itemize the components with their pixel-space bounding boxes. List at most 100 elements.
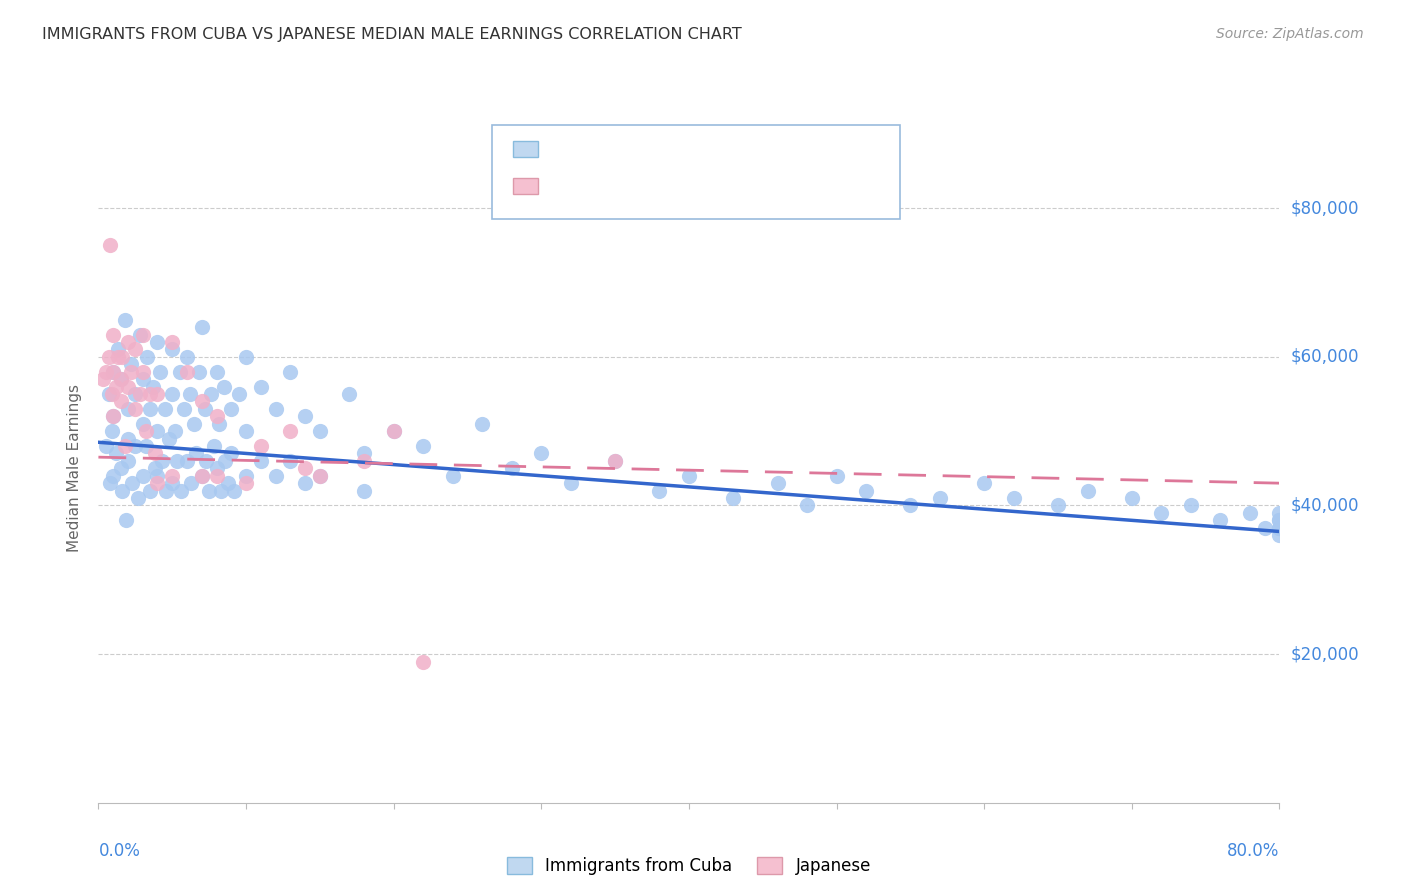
- Point: [278, 454, 302, 468]
- Point: [278, 424, 302, 438]
- Point: [294, 476, 316, 491]
- Point: [180, 476, 202, 491]
- Point: [1268, 513, 1291, 527]
- Point: [97, 387, 120, 401]
- Point: [176, 365, 198, 379]
- Point: [146, 476, 169, 491]
- Point: [678, 468, 700, 483]
- Point: [205, 365, 228, 379]
- Point: [110, 461, 132, 475]
- Point: [1239, 506, 1261, 520]
- Point: [766, 476, 789, 491]
- Point: [202, 439, 225, 453]
- Point: [162, 476, 183, 491]
- Point: [855, 483, 877, 498]
- Point: [224, 483, 246, 498]
- Point: [353, 454, 375, 468]
- Point: [176, 350, 198, 364]
- Point: [143, 461, 166, 475]
- Y-axis label: Median Male Earnings: Median Male Earnings: [67, 384, 83, 552]
- Point: [117, 334, 139, 349]
- Text: 80.0%: 80.0%: [1227, 842, 1279, 860]
- Point: [294, 409, 316, 424]
- Point: [219, 401, 242, 416]
- Point: [132, 468, 155, 483]
- Text: 43: 43: [721, 177, 747, 194]
- Point: [121, 476, 143, 491]
- Text: 122: 122: [721, 140, 759, 158]
- Point: [100, 387, 122, 401]
- Point: [105, 379, 128, 393]
- Point: [103, 409, 125, 424]
- Point: [194, 401, 217, 416]
- Point: [721, 491, 744, 505]
- Point: [205, 468, 228, 483]
- Point: [169, 365, 191, 379]
- Point: [132, 327, 155, 342]
- Point: [1180, 499, 1202, 513]
- Point: [149, 365, 172, 379]
- Text: N =: N =: [682, 140, 718, 158]
- Point: [162, 468, 183, 483]
- Point: [157, 432, 180, 446]
- Point: [146, 424, 169, 438]
- Point: [153, 401, 176, 416]
- Point: [1046, 499, 1069, 513]
- Text: R =: R =: [550, 177, 586, 194]
- Point: [110, 372, 132, 386]
- Text: -0.090: -0.090: [591, 177, 655, 194]
- Point: [117, 379, 139, 393]
- Point: [117, 432, 139, 446]
- Point: [1268, 528, 1291, 542]
- Point: [264, 401, 287, 416]
- Point: [176, 454, 198, 468]
- Point: [382, 424, 405, 438]
- Point: [132, 372, 155, 386]
- Point: [165, 424, 187, 438]
- Point: [150, 454, 173, 468]
- Point: [205, 461, 228, 475]
- Point: [139, 401, 162, 416]
- Point: [208, 417, 231, 431]
- Point: [91, 372, 114, 386]
- Text: -0.357: -0.357: [591, 140, 655, 158]
- Point: [142, 379, 165, 393]
- Point: [1268, 513, 1291, 527]
- Point: [235, 350, 257, 364]
- Point: [166, 454, 188, 468]
- Point: [135, 424, 157, 438]
- Point: [132, 417, 155, 431]
- Point: [110, 372, 132, 386]
- Point: [605, 454, 627, 468]
- Point: [1254, 521, 1277, 535]
- Point: [250, 439, 273, 453]
- Point: [111, 350, 134, 364]
- Point: [124, 387, 146, 401]
- Point: [412, 439, 434, 453]
- Point: [155, 483, 177, 498]
- Point: [132, 365, 155, 379]
- Point: [309, 424, 332, 438]
- Point: [928, 491, 950, 505]
- Point: [217, 476, 239, 491]
- Point: [250, 379, 273, 393]
- Point: [128, 327, 150, 342]
- Point: [278, 365, 302, 379]
- Point: [110, 394, 132, 409]
- Point: [146, 334, 169, 349]
- Text: 0.0%: 0.0%: [98, 842, 141, 860]
- Point: [825, 468, 848, 483]
- Point: [162, 343, 183, 357]
- Point: [1268, 521, 1291, 535]
- Point: [162, 334, 183, 349]
- Point: [1002, 491, 1025, 505]
- Text: $60,000: $60,000: [1291, 348, 1360, 366]
- Point: [264, 468, 287, 483]
- Point: [235, 424, 257, 438]
- Text: Source: ZipAtlas.com: Source: ZipAtlas.com: [1216, 27, 1364, 41]
- Legend: Immigrants from Cuba, Japanese: Immigrants from Cuba, Japanese: [501, 850, 877, 881]
- Point: [107, 350, 129, 364]
- Point: [200, 387, 222, 401]
- Point: [228, 387, 250, 401]
- Point: [94, 439, 117, 453]
